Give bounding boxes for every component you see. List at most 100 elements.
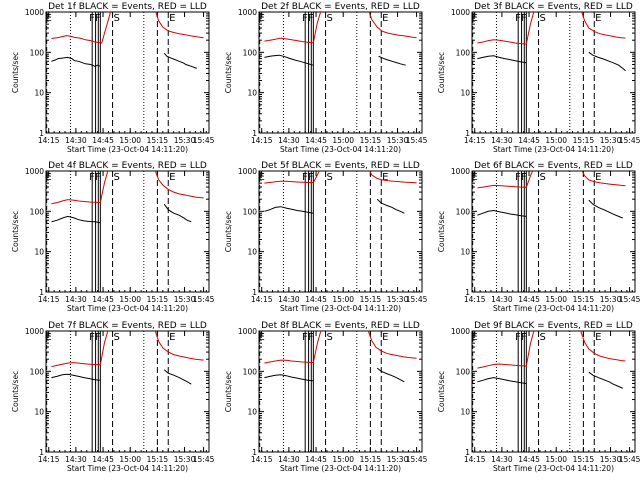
- axes-frame: [471, 11, 636, 134]
- series-line-lld: [264, 12, 322, 44]
- x-tick-label: 15:30: [387, 136, 409, 145]
- marker-label: E: [595, 172, 601, 183]
- series-line-lld: [155, 12, 204, 39]
- series-line-lld: [368, 12, 417, 39]
- marker-label: FF: [89, 172, 101, 183]
- series-line-events: [163, 52, 197, 69]
- y-tick-label: 10: [460, 89, 470, 98]
- x-tick-label: 14:45: [305, 136, 327, 145]
- y-tick-label: 10: [247, 248, 257, 257]
- x-tick-label: 14:30: [491, 136, 513, 145]
- chart-title: Det 1f BLACK = Events, RED = LLD: [48, 2, 207, 12]
- marker-label: S: [539, 13, 545, 24]
- y-tick-label: 1: [252, 288, 257, 297]
- y-tick-label: 1: [39, 129, 44, 138]
- series-line-lld: [580, 331, 626, 362]
- chart-panel-6: Det 6f BLACK = Events, RED = LLD 1000 100 1…: [437, 161, 640, 313]
- y-tick-label: 1000: [25, 8, 44, 17]
- series-line-lld: [264, 171, 320, 184]
- series-line-events: [477, 209, 527, 217]
- marker-label: S: [113, 13, 119, 24]
- x-tick-label: 15:45: [193, 136, 215, 145]
- series-line-events: [588, 51, 626, 72]
- axes-frame: [45, 170, 210, 293]
- marker-label: S: [113, 172, 119, 183]
- x-tick-label: 15:15: [573, 136, 595, 145]
- marker-label: E: [169, 172, 175, 183]
- y-tick-label: 100: [30, 207, 45, 216]
- x-axis-label: Start Time (23-Oct-04 14:11:20): [67, 145, 188, 154]
- series-line-lld: [264, 331, 322, 364]
- x-tick-label: 14:30: [491, 295, 513, 304]
- series-line-events: [264, 54, 314, 66]
- y-tick-label: 100: [456, 207, 471, 216]
- x-tick-label: 14:30: [278, 455, 300, 464]
- series-line-lld: [367, 331, 417, 359]
- y-tick-label: 10: [34, 408, 44, 417]
- x-tick-label: 15:30: [600, 455, 622, 464]
- chart-panel-8: Det 8f BLACK = Events, RED = LLD 1000 100 1…: [224, 321, 428, 473]
- series-line-lld: [477, 331, 535, 369]
- x-tick-label: 14:45: [305, 455, 327, 464]
- x-tick-label: 14:30: [65, 136, 87, 145]
- y-tick-label: 1000: [238, 167, 257, 176]
- series-line-events: [477, 55, 527, 64]
- chart-panel-9: Det 9f BLACK = Events, RED = LLD 1000 100 1…: [437, 321, 640, 473]
- y-axis-label: Counts/sec: [437, 371, 446, 412]
- y-axis-label: Counts/sec: [11, 371, 20, 412]
- series-line-events: [477, 377, 527, 384]
- series-group: [51, 171, 204, 224]
- chart-panel-1: Det 1f BLACK = Events, RED = LLD 1000 100 1…: [11, 2, 215, 154]
- y-tick-label: 1: [465, 129, 470, 138]
- x-tick-label: 15:45: [619, 295, 640, 304]
- marker-label: E: [382, 172, 388, 183]
- series-group: [264, 12, 417, 66]
- marker-label: S: [326, 332, 332, 343]
- y-tick-label: 1000: [451, 327, 470, 336]
- x-tick-label: 15:15: [573, 295, 595, 304]
- y-axis-label: Counts/sec: [224, 371, 233, 412]
- chart-title: Det 8f BLACK = Events, RED = LLD: [261, 321, 420, 331]
- x-tick-label: 15:00: [545, 295, 567, 304]
- marker-label: FF: [89, 13, 101, 24]
- chart-title: Det 3f BLACK = Events, RED = LLD: [474, 2, 633, 12]
- axes-frame: [471, 330, 636, 453]
- series-line-events: [264, 206, 314, 214]
- chart-panel-5: Det 5f BLACK = Events, RED = LLD 1000 100 1…: [224, 161, 428, 313]
- series-line-events: [588, 371, 624, 389]
- y-tick-label: 1000: [451, 8, 470, 17]
- y-tick-label: 1: [39, 448, 44, 457]
- x-tick-label: 15:15: [360, 295, 382, 304]
- series-line-events: [51, 373, 101, 381]
- y-axis-label: Counts/sec: [437, 211, 446, 252]
- marker-label: FF: [302, 172, 314, 183]
- x-tick-label: 14:15: [251, 295, 273, 304]
- x-tick-label: 15:30: [174, 295, 196, 304]
- marker-label: FF: [302, 332, 314, 343]
- x-tick-label: 15:15: [147, 455, 169, 464]
- x-tick-label: 15:30: [600, 295, 622, 304]
- chart-title: Det 2f BLACK = Events, RED = LLD: [261, 2, 420, 12]
- series-line-lld: [51, 171, 109, 205]
- x-tick-label: 15:00: [545, 136, 567, 145]
- x-tick-label: 15:45: [406, 136, 428, 145]
- series-line-events: [163, 203, 192, 223]
- marker-label: E: [382, 332, 388, 343]
- y-tick-label: 1000: [238, 327, 257, 336]
- x-axis-label: Start Time (23-Oct-04 14:11:20): [280, 145, 401, 154]
- x-tick-label: 15:30: [174, 136, 196, 145]
- chart-panel-4: Det 4f BLACK = Events, RED = LLD 1000 100 1…: [11, 161, 215, 313]
- series-line-lld: [369, 171, 417, 184]
- x-tick-label: 15:30: [387, 455, 409, 464]
- x-axis-label: Start Time (23-Oct-04 14:11:20): [280, 464, 401, 473]
- chart-title: Det 7f BLACK = Events, RED = LLD: [48, 321, 207, 331]
- marker-label: E: [472, 332, 478, 343]
- series-group: [477, 12, 626, 72]
- marker-label: S: [113, 332, 119, 343]
- series-group: [477, 171, 626, 219]
- x-tick-label: 14:30: [491, 455, 513, 464]
- marker-label: E: [472, 13, 478, 24]
- y-tick-label: 100: [243, 207, 258, 216]
- marker-label: E: [472, 172, 478, 183]
- series-line-events: [376, 367, 405, 383]
